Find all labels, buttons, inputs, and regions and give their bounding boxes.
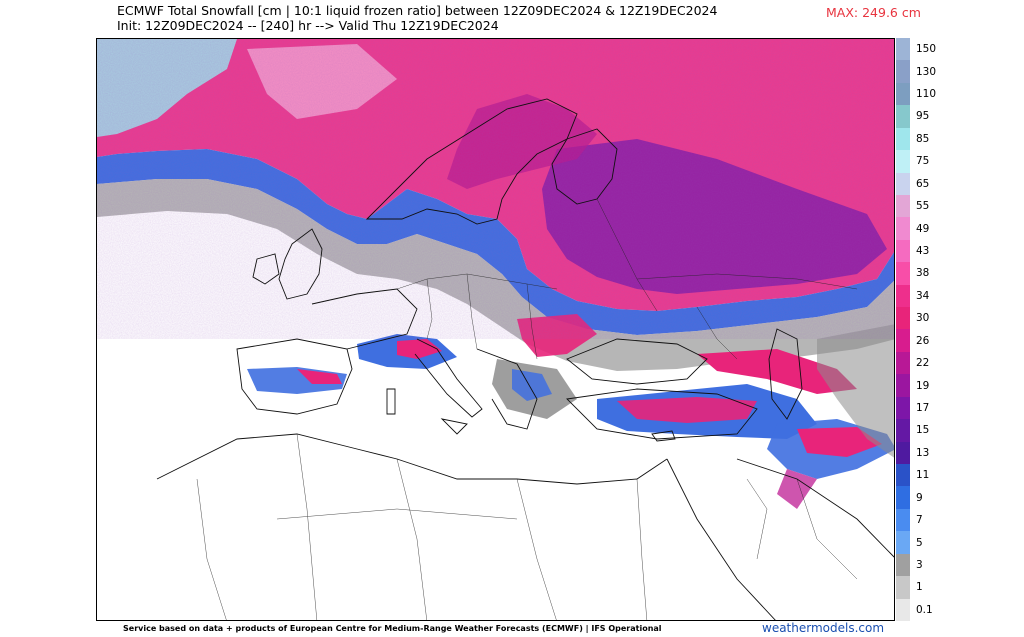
colorbar-tick-label: 13 bbox=[916, 446, 930, 459]
colorbar-segment bbox=[896, 105, 910, 128]
colorbar-tick-label: 30 bbox=[916, 312, 930, 325]
colorbar-tick-label: 17 bbox=[916, 401, 930, 414]
colorbar-segment bbox=[896, 262, 910, 285]
colorbar-segment bbox=[896, 553, 910, 577]
data-credit: Service based on data + products of Euro… bbox=[123, 624, 662, 633]
colorbar-tick-label: 85 bbox=[916, 132, 930, 145]
colorbar-segment bbox=[896, 329, 910, 352]
colorbar-tick-label: 19 bbox=[916, 379, 930, 392]
colorbar-segment bbox=[896, 419, 910, 442]
snow-alps-core bbox=[397, 339, 442, 359]
colorbar-tick-label: 3 bbox=[916, 558, 923, 571]
colorbar-segment bbox=[896, 60, 910, 83]
colorbar-segment bbox=[896, 217, 910, 240]
colorbar-segment bbox=[896, 194, 910, 218]
map-canvas bbox=[97, 39, 894, 620]
colorbar-segment bbox=[896, 576, 910, 599]
colorbar-tick-label: 22 bbox=[916, 357, 930, 370]
colorbar-segment bbox=[896, 441, 910, 465]
colorbar-tick-label: 130 bbox=[916, 65, 937, 78]
colorbar-segment bbox=[896, 284, 910, 308]
colorbar-segment bbox=[896, 307, 910, 330]
colorbar-tick-label: 0.1 bbox=[916, 603, 933, 616]
country-borders bbox=[196, 198, 858, 620]
colorbar-segment bbox=[896, 374, 910, 397]
colorbar-segment bbox=[896, 464, 910, 487]
colorbar-segment bbox=[896, 598, 910, 621]
colorbar-tick-label: 75 bbox=[916, 155, 930, 168]
coastlines bbox=[156, 98, 894, 620]
colorbar-tick-label: 5 bbox=[916, 536, 923, 549]
colorbar-tick-label: 7 bbox=[916, 514, 923, 527]
colorbar-tick-label: 15 bbox=[916, 424, 930, 437]
colorbar-segment bbox=[896, 396, 910, 420]
colorbar-tick-label: 26 bbox=[916, 334, 930, 347]
init-valid-line: Init: 12Z09DEC2024 -- [240] hr --> Valid… bbox=[117, 18, 499, 33]
colorbar-tick-label: 49 bbox=[916, 222, 930, 235]
colorbar-tick-label: 150 bbox=[916, 43, 937, 56]
colorbar-segment bbox=[896, 239, 910, 263]
snow-turkey-core bbox=[617, 397, 757, 423]
snow-balkans-blue bbox=[512, 369, 552, 401]
colorbar-tick-label: 38 bbox=[916, 267, 930, 280]
snowfall-map[interactable] bbox=[96, 38, 895, 621]
max-value-label: MAX: 249.6 cm bbox=[826, 5, 921, 20]
colorbar-tick-label: 34 bbox=[916, 289, 930, 302]
colorbar-tick-label: 110 bbox=[916, 88, 937, 101]
snow-zagros bbox=[777, 469, 817, 509]
snow-eastgrey bbox=[817, 324, 894, 458]
colorbar-tick-label: 55 bbox=[916, 200, 930, 213]
colorbar-tick-label: 11 bbox=[916, 469, 930, 482]
colorbar-tick-label: 65 bbox=[916, 177, 930, 190]
colorbar-tick-label: 1 bbox=[916, 581, 923, 594]
colorbar-segment bbox=[896, 38, 910, 61]
colorbar-segment bbox=[896, 127, 910, 151]
colorbar-segment bbox=[896, 486, 910, 509]
brand-link[interactable]: weathermodels.com bbox=[762, 621, 885, 635]
colorbar-segment bbox=[896, 531, 910, 554]
colorbar-segment bbox=[896, 508, 910, 532]
colorbar-tick-label: 43 bbox=[916, 245, 930, 258]
colorbar-segment bbox=[896, 172, 910, 195]
colorbar-segment bbox=[896, 351, 910, 375]
snow-iran-core bbox=[797, 427, 882, 457]
colorbar-segment bbox=[896, 82, 910, 106]
colorbar-labels: 150 130 110 95 85 75 65 55 49 43 38 34 30 26 22 19 17 15 1… bbox=[912, 38, 952, 621]
colorbar-segment bbox=[896, 150, 910, 173]
colorbar-tick-label: 9 bbox=[916, 491, 923, 504]
snow-caucasus bbox=[697, 349, 857, 394]
colorbar-scale bbox=[896, 38, 910, 621]
colorbar-tick-label: 95 bbox=[916, 110, 930, 123]
chart-title: ECMWF Total Snowfall [cm | 10:1 liquid f… bbox=[117, 3, 718, 18]
snow-pyrenees bbox=[297, 369, 342, 384]
